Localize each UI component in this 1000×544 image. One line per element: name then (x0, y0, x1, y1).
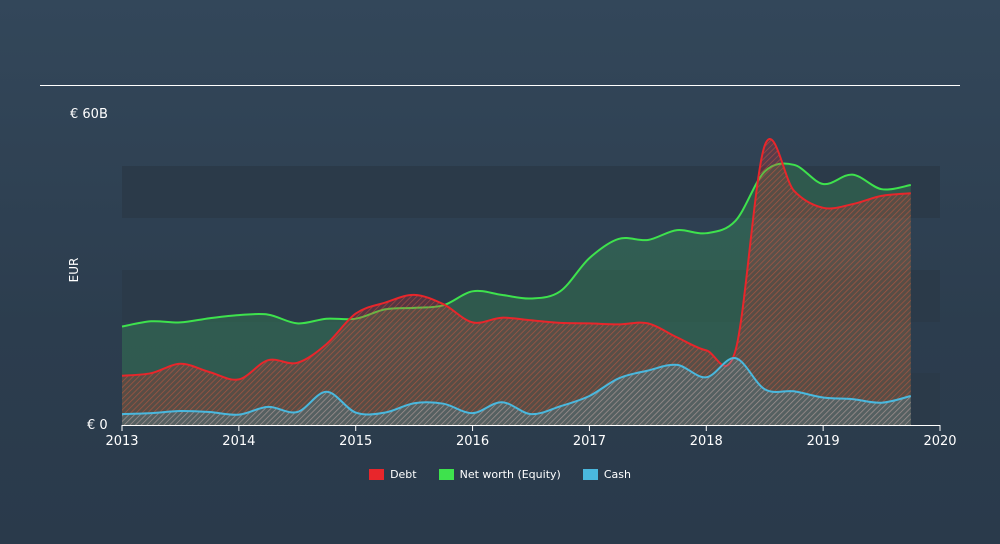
x-tick-label: 2013 (105, 434, 138, 449)
series-layer (121, 137, 912, 425)
legend-label-debt: Debt (390, 468, 417, 481)
y-max-label: € 60B (70, 107, 108, 122)
legend-label-cash: Cash (603, 468, 631, 481)
cash-area (122, 357, 911, 425)
x-tick-label: 2020 (923, 434, 956, 449)
x-tick-label: 2017 (573, 434, 606, 449)
legend-item-equity[interactable]: Net worth (Equity) (438, 468, 561, 481)
y-min-label: € 0 (87, 418, 108, 433)
legend-swatch-debt (369, 469, 385, 480)
debt-area (122, 138, 911, 425)
x-tick-label: 2019 (807, 434, 840, 449)
legend-item-debt[interactable]: Debt (369, 468, 417, 481)
x-axis: 2013 2014 2015 2016 2017 2018 2019 2020 (105, 425, 957, 449)
y-axis-title: EUR (67, 258, 81, 283)
x-tick-label: 2015 (339, 434, 372, 449)
x-tick-label: 2014 (222, 434, 255, 449)
legend-label-equity: Net worth (Equity) (459, 468, 561, 481)
x-tick-label: 2016 (456, 434, 489, 449)
legend-swatch-equity (438, 469, 454, 480)
legend-swatch-cash (582, 469, 598, 480)
legend-item-cash[interactable]: Cash (582, 468, 631, 481)
legend: Debt Net worth (Equity) Cash (0, 468, 1000, 481)
debt-line (121, 137, 911, 381)
cash-line (121, 357, 912, 416)
x-tick-label: 2018 (690, 434, 723, 449)
